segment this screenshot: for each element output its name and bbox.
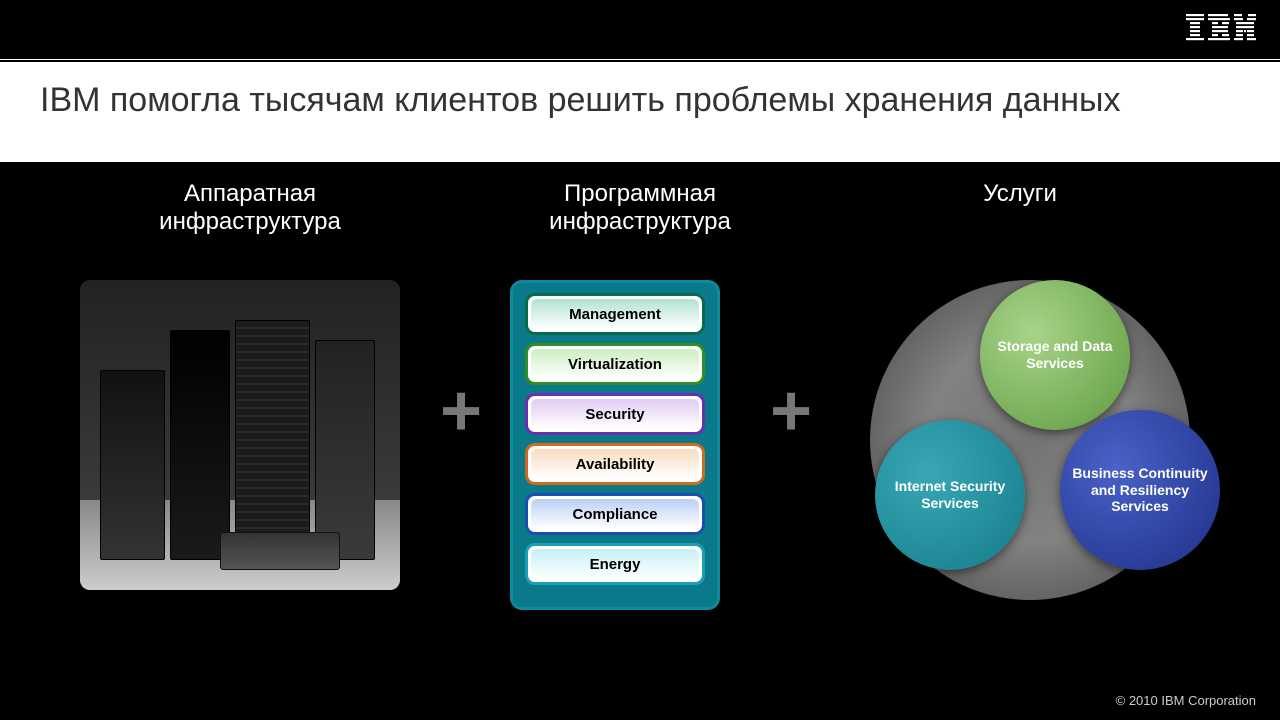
slide: IBM помогла тысячам клиентов решить проб…: [0, 0, 1280, 720]
software-pill: Compliance: [525, 493, 705, 535]
software-pill-label: Virtualization: [568, 356, 662, 373]
slide-title: IBM помогла тысячам клиентов решить проб…: [40, 80, 1240, 120]
service-label: Internet Security Services: [885, 478, 1015, 512]
services-diagram: Storage and Data Services Internet Secur…: [830, 260, 1230, 620]
software-pill-label: Energy: [590, 556, 641, 573]
server-rack: [315, 340, 375, 560]
service-circle-security: Internet Security Services: [875, 420, 1025, 570]
column-header-services: Услуги: [870, 180, 1170, 208]
service-circle-continuity: Business Continuity and Resiliency Servi…: [1060, 410, 1220, 570]
service-label: Storage and Data Services: [990, 338, 1120, 372]
plus-icon: +: [440, 370, 482, 452]
software-pill-label: Compliance: [572, 506, 657, 523]
server-rack: [100, 370, 165, 560]
software-pill: Security: [525, 393, 705, 435]
server-box: [220, 532, 340, 570]
software-pill: Energy: [525, 543, 705, 585]
service-label: Business Continuity and Resiliency Servi…: [1070, 465, 1210, 515]
software-pill: Availability: [525, 443, 705, 485]
software-pill-label: Security: [585, 406, 644, 423]
server-rack: [235, 320, 310, 560]
server-rack: [170, 330, 230, 560]
footer-copyright: © 2010 IBM Corporation: [1116, 693, 1256, 708]
software-pill: Virtualization: [525, 343, 705, 385]
software-pill-label: Management: [569, 306, 661, 323]
software-pill-label: Availability: [576, 456, 655, 473]
ibm-logo: [1186, 14, 1256, 42]
top-bar: [0, 0, 1280, 60]
column-header-software: Программная инфраструктура: [490, 180, 790, 236]
column-header-hardware: Аппаратная инфраструктура: [100, 180, 400, 236]
software-pill: Management: [525, 293, 705, 335]
plus-icon: +: [770, 370, 812, 452]
software-stack: Management Virtualization Security Availabi…: [510, 280, 720, 610]
service-circle-storage: Storage and Data Services: [980, 280, 1130, 430]
hardware-image: [80, 280, 400, 590]
